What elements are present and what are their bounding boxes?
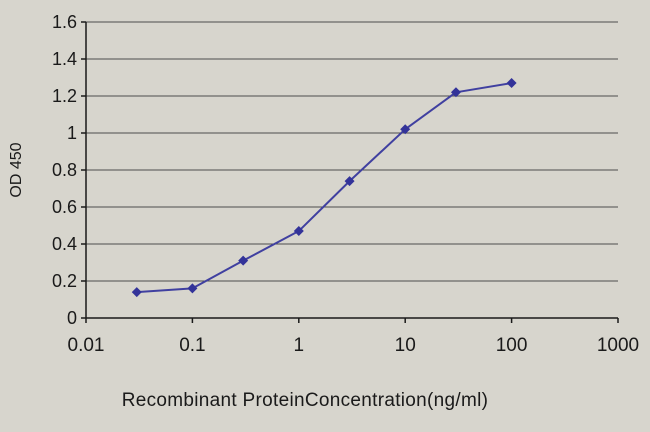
data-point-marker (506, 78, 517, 89)
data-point-marker (450, 87, 461, 98)
data-point-marker (131, 287, 142, 298)
y-tick-label: 0 (67, 308, 77, 328)
x-tick-label: 1 (294, 335, 305, 356)
x-tick-label: 0.1 (179, 335, 205, 356)
data-point-marker (400, 124, 411, 135)
y-tick-label: 1.4 (52, 49, 77, 69)
y-tick-label: 1.2 (52, 86, 77, 106)
x-tick-label: 0.01 (68, 335, 105, 356)
data-point-marker (187, 283, 198, 294)
y-tick-label: 1.6 (52, 12, 77, 32)
y-tick-label: 0.2 (52, 271, 77, 291)
data-point-marker (238, 255, 249, 266)
x-tick-label: 10 (395, 335, 416, 356)
y-tick-label: 0.6 (52, 197, 77, 217)
data-series-line (136, 82, 512, 294)
data-point-marker (293, 226, 304, 237)
y-tick-label: 0.8 (52, 160, 77, 180)
data-point-marker (344, 176, 355, 187)
x-tick-label: 100 (496, 335, 528, 356)
x-axis-title: Recombinant ProteinConcentration(ng/ml) (121, 390, 489, 411)
x-tick-label: 1000 (597, 335, 639, 356)
y-tick-label: 0.4 (52, 234, 77, 254)
y-tick-label: 1 (67, 123, 77, 143)
y-axis-title: OD 450 (8, 142, 25, 198)
